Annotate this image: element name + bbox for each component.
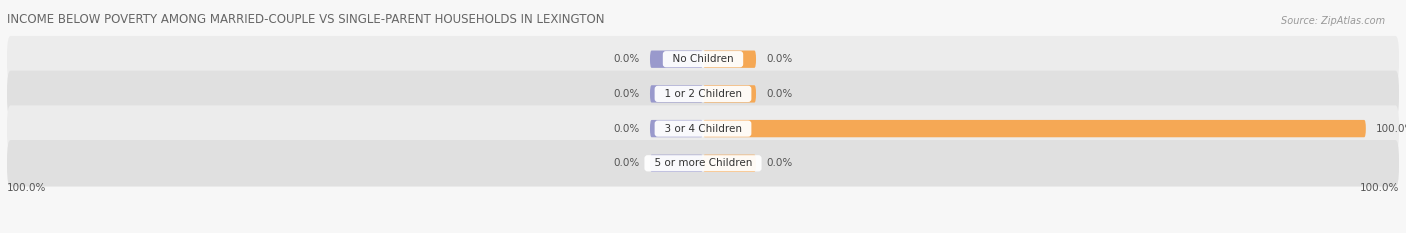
Text: 0.0%: 0.0% [614,158,640,168]
FancyBboxPatch shape [703,155,756,172]
Text: No Children: No Children [666,54,740,64]
FancyBboxPatch shape [703,51,756,68]
Text: 0.0%: 0.0% [614,89,640,99]
FancyBboxPatch shape [650,85,703,103]
Text: 100.0%: 100.0% [1376,123,1406,134]
Text: 0.0%: 0.0% [766,158,792,168]
Text: 5 or more Children: 5 or more Children [648,158,758,168]
Text: 3 or 4 Children: 3 or 4 Children [658,123,748,134]
Text: 100.0%: 100.0% [1360,183,1399,193]
FancyBboxPatch shape [650,155,703,172]
FancyBboxPatch shape [703,120,1365,137]
FancyBboxPatch shape [703,85,756,103]
Text: 100.0%: 100.0% [7,183,46,193]
FancyBboxPatch shape [7,140,1399,187]
FancyBboxPatch shape [7,71,1399,117]
Text: 0.0%: 0.0% [766,54,792,64]
FancyBboxPatch shape [650,51,703,68]
Text: 0.0%: 0.0% [766,89,792,99]
Text: 0.0%: 0.0% [614,54,640,64]
Text: Source: ZipAtlas.com: Source: ZipAtlas.com [1281,16,1385,26]
Text: INCOME BELOW POVERTY AMONG MARRIED-COUPLE VS SINGLE-PARENT HOUSEHOLDS IN LEXINGT: INCOME BELOW POVERTY AMONG MARRIED-COUPL… [7,13,605,26]
FancyBboxPatch shape [7,105,1399,152]
FancyBboxPatch shape [650,120,703,137]
Text: 0.0%: 0.0% [614,123,640,134]
FancyBboxPatch shape [7,36,1399,82]
Text: 1 or 2 Children: 1 or 2 Children [658,89,748,99]
